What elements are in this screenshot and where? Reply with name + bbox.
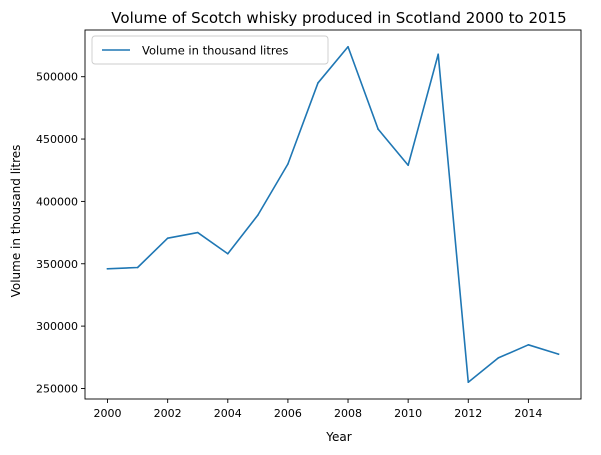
- y-tick-label: 450000: [36, 133, 78, 146]
- data-point: [136, 266, 139, 269]
- data-point: [166, 237, 169, 239]
- data-point: [557, 353, 560, 355]
- series-layer: [106, 45, 560, 384]
- y-tick-label: 250000: [36, 382, 78, 395]
- data-point: [106, 267, 109, 270]
- plot-frame: [84, 29, 582, 400]
- y-axis-label: Volume in thousand litres: [9, 145, 23, 298]
- y-axis: 250000 300000 350000 400000 450000 500000: [36, 71, 85, 395]
- data-point: [437, 53, 440, 56]
- data-point: [196, 231, 199, 234]
- data-point: [377, 128, 379, 130]
- x-tick-label: 2006: [274, 407, 302, 420]
- data-point: [287, 163, 289, 165]
- plot-background: [85, 30, 581, 399]
- legend-label: Volume in thousand litres: [142, 44, 288, 58]
- plot-area: [85, 30, 581, 399]
- data-point: [347, 45, 349, 48]
- x-tick-label: 2000: [94, 407, 122, 420]
- x-tick-label: 2012: [454, 407, 482, 420]
- x-tick-label: 2004: [214, 407, 242, 420]
- y-tick-label: 300000: [36, 320, 78, 333]
- x-tick-label: 2008: [334, 407, 362, 420]
- data-point: [317, 82, 319, 84]
- data-point: [497, 357, 500, 359]
- y-tick-label: 400000: [36, 195, 78, 208]
- chart-title: Volume of Scotch whisky produced in Scot…: [111, 9, 566, 27]
- y-tick-label: 500000: [36, 71, 78, 84]
- data-point: [257, 214, 259, 216]
- series-line-0: [106, 45, 560, 384]
- x-axis: 2000 2002 2004 2006 2008 2010 2012 2014: [94, 399, 542, 420]
- data-point: [226, 252, 229, 255]
- data-point: [407, 164, 409, 167]
- legend-box: [91, 35, 329, 65]
- legend: Volume in thousand litres: [91, 35, 329, 65]
- x-tick-label: 2014: [514, 407, 542, 420]
- y-tick-label: 350000: [36, 258, 78, 271]
- x-tick-label: 2010: [394, 407, 422, 420]
- data-point: [467, 381, 470, 384]
- x-tick-label: 2002: [154, 407, 182, 420]
- x-axis-label: Year: [325, 430, 351, 444]
- data-point: [527, 344, 530, 346]
